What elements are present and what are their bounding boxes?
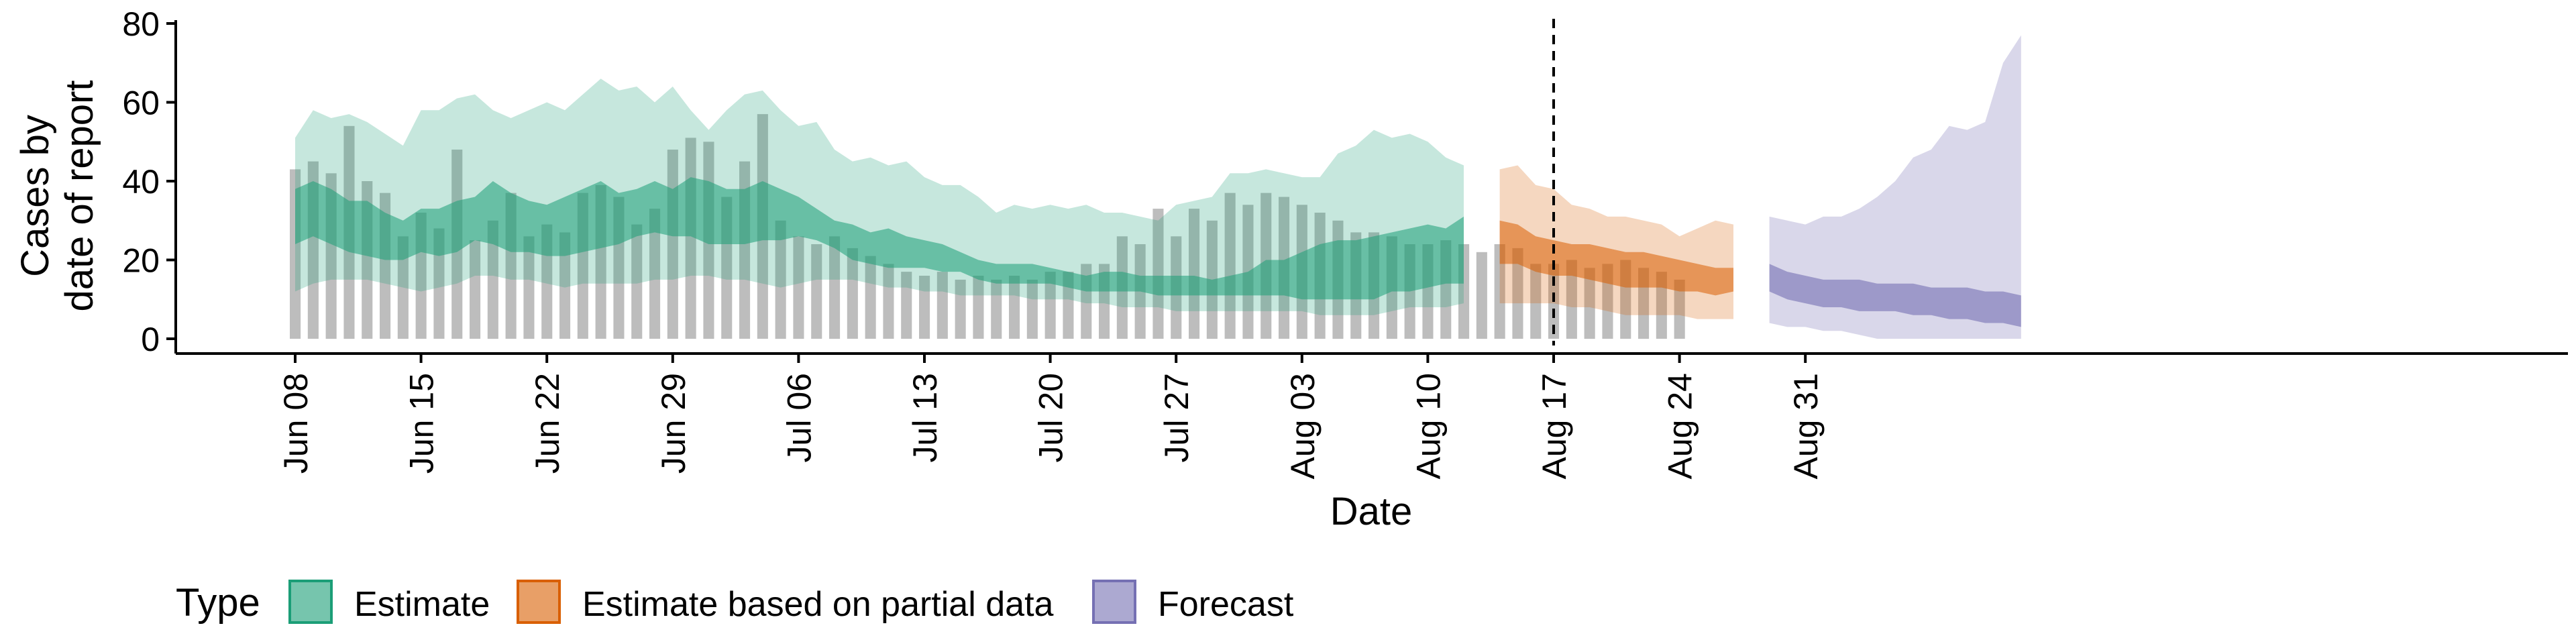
reported-cases-bar: [775, 220, 786, 339]
legend-swatch: [517, 580, 561, 624]
reported-cases-bar: [470, 240, 481, 339]
y-tick-label: 60: [122, 85, 160, 122]
legend-swatch: [288, 580, 333, 624]
reported-cases-bar: [1009, 276, 1020, 339]
y-axis-title-line-1: Cases by: [13, 115, 57, 277]
reported-cases-bar: [1189, 209, 1200, 339]
plot-area: [290, 19, 2021, 345]
reported-cases-bar: [1674, 279, 1685, 339]
reported-cases-bar: [973, 276, 984, 339]
reported-cases-bar: [936, 272, 948, 339]
x-tick-label: Jul 20: [1032, 373, 1070, 462]
y-tick-label: 80: [122, 5, 160, 43]
estimate-ci50-band: [295, 177, 1464, 300]
reported-cases-bar: [1026, 279, 1038, 339]
x-tick-label: Aug 03: [1284, 373, 1322, 479]
reported-cases-bar: [1494, 244, 1505, 339]
reported-cases-bar: [793, 236, 804, 339]
reported-cases-bar: [487, 220, 498, 339]
x-tick-label: Jul 13: [906, 373, 944, 462]
x-tick-label: Jul 27: [1158, 373, 1195, 462]
y-tick-label: 40: [122, 163, 160, 201]
reported-cases-bar: [1656, 272, 1667, 339]
reported-cases-bar: [559, 232, 571, 339]
reported-cases-bar: [1530, 264, 1542, 339]
x-tick-label: Jun 29: [655, 373, 692, 474]
reported-cases-bar: [955, 279, 966, 339]
legend: Type Estimate Estimate based on partial d…: [176, 580, 1294, 625]
reported-cases-bar: [631, 224, 643, 339]
x-tick-label: Aug 10: [1409, 373, 1447, 479]
legend-label: Forecast: [1158, 585, 1294, 624]
y-tick-label: 0: [141, 321, 160, 358]
reported-cases-bar: [1476, 252, 1487, 339]
x-tick-label: Aug 24: [1662, 373, 1699, 479]
reported-cases-bar: [883, 264, 894, 339]
reported-cases-bar: [991, 279, 1002, 339]
reported-cases-bar: [523, 236, 535, 339]
x-tick-label: Aug 17: [1536, 373, 1573, 479]
reported-cases-bar: [397, 236, 409, 339]
reported-cases-bar: [1152, 209, 1164, 339]
partial-ci50-band: [1499, 220, 1733, 296]
legend-label: Estimate based on partial data: [582, 585, 1054, 624]
legend-swatch: [1092, 580, 1136, 624]
reported-cases-bar: [847, 248, 858, 339]
y-tick-label: 20: [122, 242, 160, 280]
y-axis-title-line-2: date of report: [58, 80, 101, 312]
x-tick-label: Jul 06: [780, 373, 818, 462]
reported-cases-bar: [1512, 248, 1523, 339]
reported-cases-bar: [1044, 272, 1056, 339]
reported-cases-bar: [901, 272, 912, 339]
x-axis-title: Date: [1330, 490, 1413, 533]
reported-cases-bar: [811, 244, 822, 339]
forecast-ci50-band: [1769, 264, 2021, 327]
x-tick-label: Jun 15: [403, 373, 441, 474]
x-tick-label: Aug 31: [1787, 373, 1825, 479]
estimate-ci90-band: [295, 78, 1464, 315]
x-tick-label: Jun 22: [529, 373, 566, 474]
reported-cases-bar: [433, 228, 445, 339]
reported-cases-bar: [1063, 272, 1074, 339]
forecast-ci90-band: [1769, 35, 2021, 339]
reported-cases-bar: [865, 256, 876, 339]
reported-cases-bar: [649, 209, 661, 339]
reported-cases-bar: [919, 276, 930, 339]
reported-cases-bar: [829, 236, 841, 339]
reported-cases-bar: [1224, 193, 1236, 339]
legend-label: Estimate: [354, 585, 490, 624]
x-tick-label: Jun 08: [277, 373, 315, 474]
legend-title: Type: [176, 581, 260, 625]
reported-cases-bar: [1584, 268, 1595, 339]
axes: 0 20 40 60 80 Jun 08 Jun 15 Jun 22 Jun 29 Jul 06 J…: [122, 5, 2568, 479]
reported-cases-bar: [1566, 260, 1577, 339]
